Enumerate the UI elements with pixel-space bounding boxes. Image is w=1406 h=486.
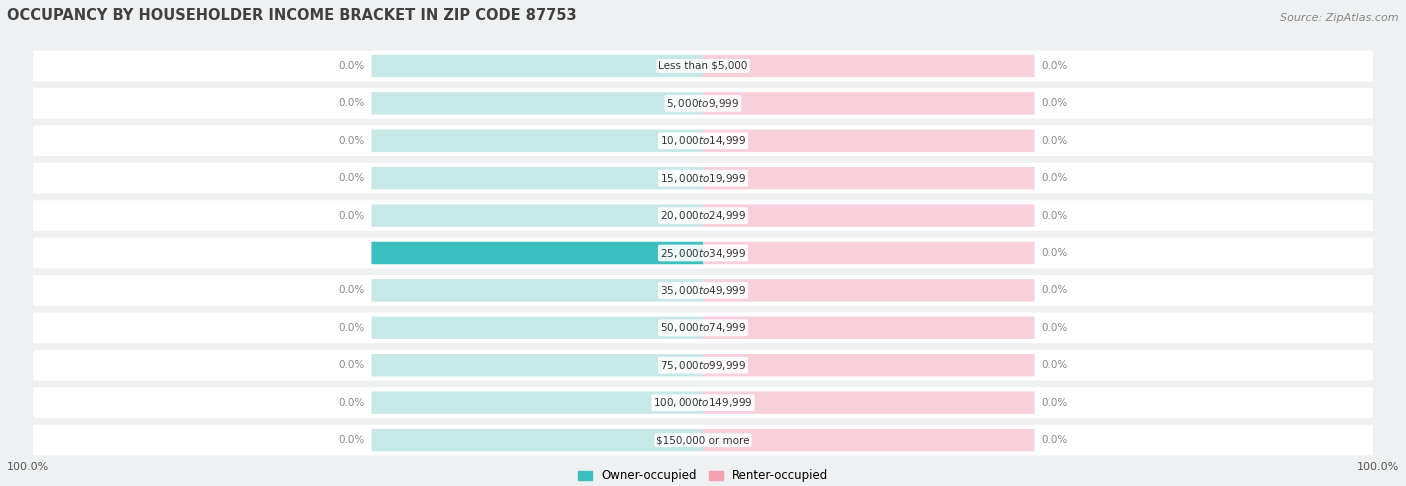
Text: 0.0%: 0.0% xyxy=(339,136,366,146)
Text: Less than $5,000: Less than $5,000 xyxy=(658,61,748,71)
FancyBboxPatch shape xyxy=(34,163,1372,193)
FancyBboxPatch shape xyxy=(703,279,1035,302)
Text: 0.0%: 0.0% xyxy=(1040,61,1067,71)
Text: 0.0%: 0.0% xyxy=(339,210,366,221)
Legend: Owner-occupied, Renter-occupied: Owner-occupied, Renter-occupied xyxy=(578,469,828,482)
Text: 0.0%: 0.0% xyxy=(1040,173,1067,183)
Text: $150,000 or more: $150,000 or more xyxy=(657,435,749,445)
FancyBboxPatch shape xyxy=(371,391,703,414)
FancyBboxPatch shape xyxy=(703,316,1035,339)
FancyBboxPatch shape xyxy=(703,167,1035,190)
FancyBboxPatch shape xyxy=(371,205,703,227)
Text: 0.0%: 0.0% xyxy=(339,98,366,108)
FancyBboxPatch shape xyxy=(34,387,1372,418)
Text: 0.0%: 0.0% xyxy=(1040,398,1067,408)
Text: 100.0%: 100.0% xyxy=(1357,462,1399,472)
Text: $5,000 to $9,999: $5,000 to $9,999 xyxy=(666,97,740,110)
Text: 0.0%: 0.0% xyxy=(1040,136,1067,146)
FancyBboxPatch shape xyxy=(34,125,1372,156)
FancyBboxPatch shape xyxy=(34,275,1372,306)
Text: $100,000 to $149,999: $100,000 to $149,999 xyxy=(654,396,752,409)
FancyBboxPatch shape xyxy=(703,55,1035,77)
FancyBboxPatch shape xyxy=(371,167,703,190)
FancyBboxPatch shape xyxy=(703,92,1035,115)
Text: Source: ZipAtlas.com: Source: ZipAtlas.com xyxy=(1281,13,1399,23)
FancyBboxPatch shape xyxy=(703,205,1035,227)
Text: 0.0%: 0.0% xyxy=(339,435,366,445)
Text: $20,000 to $24,999: $20,000 to $24,999 xyxy=(659,209,747,222)
FancyBboxPatch shape xyxy=(34,425,1372,455)
Text: OCCUPANCY BY HOUSEHOLDER INCOME BRACKET IN ZIP CODE 87753: OCCUPANCY BY HOUSEHOLDER INCOME BRACKET … xyxy=(7,8,576,23)
Text: 0.0%: 0.0% xyxy=(339,360,366,370)
FancyBboxPatch shape xyxy=(371,242,703,264)
Text: 100.0%: 100.0% xyxy=(7,462,49,472)
FancyBboxPatch shape xyxy=(34,238,1372,268)
Text: $35,000 to $49,999: $35,000 to $49,999 xyxy=(659,284,747,297)
FancyBboxPatch shape xyxy=(703,242,1035,264)
FancyBboxPatch shape xyxy=(371,316,703,339)
Text: 0.0%: 0.0% xyxy=(339,173,366,183)
Text: 0.0%: 0.0% xyxy=(339,323,366,333)
FancyBboxPatch shape xyxy=(34,88,1372,119)
Text: 0.0%: 0.0% xyxy=(1040,210,1067,221)
FancyBboxPatch shape xyxy=(371,354,703,377)
Text: 0.0%: 0.0% xyxy=(1040,360,1067,370)
FancyBboxPatch shape xyxy=(34,350,1372,381)
Text: 0.0%: 0.0% xyxy=(1040,248,1067,258)
FancyBboxPatch shape xyxy=(703,391,1035,414)
Text: $75,000 to $99,999: $75,000 to $99,999 xyxy=(659,359,747,372)
FancyBboxPatch shape xyxy=(371,429,703,451)
FancyBboxPatch shape xyxy=(371,242,703,264)
FancyBboxPatch shape xyxy=(371,130,703,152)
FancyBboxPatch shape xyxy=(371,92,703,115)
FancyBboxPatch shape xyxy=(34,200,1372,231)
FancyBboxPatch shape xyxy=(371,279,703,302)
Text: $25,000 to $34,999: $25,000 to $34,999 xyxy=(659,246,747,260)
FancyBboxPatch shape xyxy=(34,51,1372,81)
FancyBboxPatch shape xyxy=(34,312,1372,343)
Text: $10,000 to $14,999: $10,000 to $14,999 xyxy=(659,134,747,147)
FancyBboxPatch shape xyxy=(703,354,1035,377)
Text: 0.0%: 0.0% xyxy=(339,398,366,408)
FancyBboxPatch shape xyxy=(703,429,1035,451)
Text: $50,000 to $74,999: $50,000 to $74,999 xyxy=(659,321,747,334)
Text: 100.0%: 100.0% xyxy=(325,248,368,258)
Text: 0.0%: 0.0% xyxy=(1040,435,1067,445)
FancyBboxPatch shape xyxy=(371,55,703,77)
Text: 0.0%: 0.0% xyxy=(1040,323,1067,333)
Text: 0.0%: 0.0% xyxy=(1040,285,1067,295)
Text: 0.0%: 0.0% xyxy=(339,61,366,71)
Text: 0.0%: 0.0% xyxy=(1040,98,1067,108)
FancyBboxPatch shape xyxy=(703,130,1035,152)
Text: $15,000 to $19,999: $15,000 to $19,999 xyxy=(659,172,747,185)
Text: 0.0%: 0.0% xyxy=(339,285,366,295)
